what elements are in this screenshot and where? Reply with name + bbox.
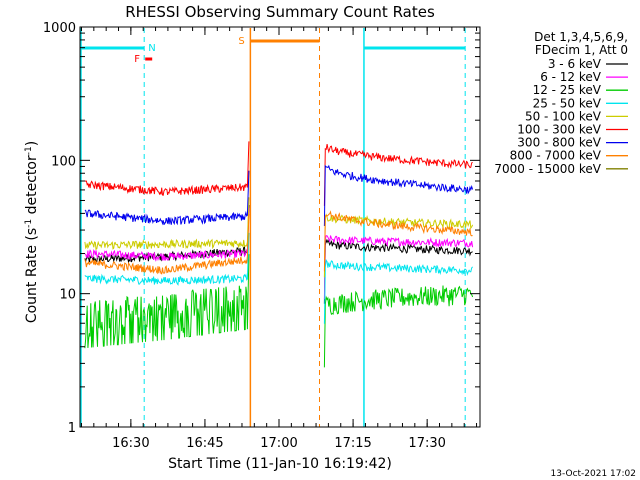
chart-title: RHESSI Observing Summary Count Rates xyxy=(125,3,435,21)
series-7-segment-2 xyxy=(323,210,473,272)
x-tick-label-1: 16:45 xyxy=(186,436,223,451)
legend-header-1: Det 1,3,4,5,6,9, xyxy=(534,30,628,44)
series-1-segment-1 xyxy=(84,207,250,262)
y-tick-label-0: 1 xyxy=(68,421,76,436)
series-3-segment-2 xyxy=(323,258,473,324)
legend-label-2: 12 - 25 keV xyxy=(533,83,602,97)
render-timestamp: 13-Oct-2021 17:02 xyxy=(551,469,636,479)
series-3-segment-1 xyxy=(84,232,250,286)
series-5-segment-1 xyxy=(84,141,250,196)
legend-label-5: 100 - 300 keV xyxy=(517,123,601,137)
legend-header-2: FDecim 1, Att 0 xyxy=(535,43,628,57)
x-tick-label-2: 17:00 xyxy=(260,436,297,451)
y-label-sup1: -1 xyxy=(24,219,34,228)
series-1-segment-2 xyxy=(323,235,474,300)
series-2-segment-1 xyxy=(84,254,250,349)
plot-frame xyxy=(79,26,481,428)
x-tick-label-4: 17:30 xyxy=(408,436,445,451)
legend-label-7: 800 - 7000 keV xyxy=(510,149,602,163)
legend-label-6: 300 - 800 keV xyxy=(517,136,601,150)
legend-label-1: 6 - 12 keV xyxy=(540,70,602,84)
series-7-segment-1 xyxy=(84,213,250,275)
y-label-part1: Count Rate (s xyxy=(24,228,40,323)
y-tick-label-2: 100 xyxy=(51,154,76,169)
annotation-f: F xyxy=(134,54,140,65)
y-label-part3: ) xyxy=(24,141,40,146)
y-axis-label: Count Rate (s-1 detector-1) xyxy=(24,141,40,323)
series-6-segment-1 xyxy=(84,170,250,226)
y-label-sup2: -1 xyxy=(24,146,34,155)
x-tick-label-0: 16:30 xyxy=(112,436,149,451)
series-0-segment-2 xyxy=(323,238,473,304)
annotation-s: S xyxy=(238,36,244,47)
annotation-n: N xyxy=(148,43,155,54)
x-tick-label-3: 17:15 xyxy=(334,436,371,451)
series-5-segment-2 xyxy=(323,144,473,206)
series-6-segment-2 xyxy=(323,164,474,227)
x-axis-label: Start Time (11-Jan-10 16:19:42) xyxy=(168,456,392,472)
legend-label-4: 50 - 100 keV xyxy=(525,109,602,123)
y-tick-label-1: 10 xyxy=(59,288,76,303)
series-0-segment-1 xyxy=(84,204,250,264)
series-4-segment-1 xyxy=(84,197,250,251)
series-2-segment-2 xyxy=(323,285,474,368)
y-tick-label-3: 1000 xyxy=(43,21,76,36)
legend-label-3: 25 - 50 keV xyxy=(533,96,602,110)
legend-label-8: 7000 - 15000 keV xyxy=(494,162,601,176)
y-label-part2: detector xyxy=(24,155,40,219)
legend-label-0: 3 - 6 keV xyxy=(548,57,602,71)
